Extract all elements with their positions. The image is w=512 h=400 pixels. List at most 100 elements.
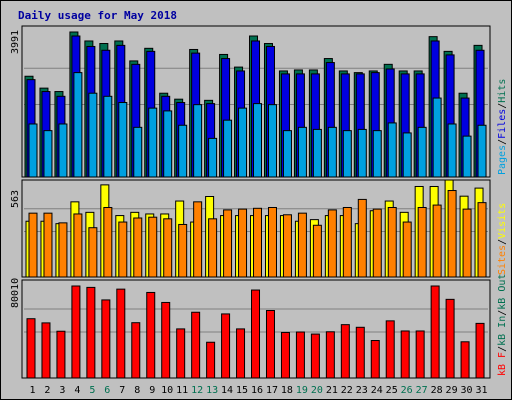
bar-kbytes [221, 313, 231, 379]
bar-kbytes [161, 301, 171, 379]
bar-sites [387, 206, 397, 278]
legend-separator: / [497, 310, 508, 316]
bar-pages [477, 124, 487, 178]
panel-legend: kB F/kB In/kB Out [497, 274, 508, 376]
bar-sites [163, 218, 173, 278]
x-tick-label: 6 [104, 385, 110, 396]
x-tick-label: 27 [416, 385, 428, 396]
x-tick-label: 3 [59, 385, 65, 396]
x-tick-label: 13 [206, 385, 218, 396]
bar-pages [267, 104, 277, 178]
panel-legend: Sites/Visits [497, 203, 508, 275]
bar-sites [342, 206, 352, 278]
x-tick-label: 19 [296, 385, 308, 396]
x-tick-label: 17 [266, 385, 278, 396]
x-tick-label: 5 [89, 385, 95, 396]
bar-pages [208, 137, 218, 178]
bar-sites [103, 206, 113, 278]
legend-entry: Sites [497, 245, 508, 275]
bar-kbytes [355, 326, 365, 379]
bar-kbytes [101, 299, 111, 379]
panel-visits_sites: 563 Sites/Visits [10, 179, 508, 278]
bar-sites [178, 223, 188, 278]
bar-pages [447, 123, 457, 178]
bar-pages [432, 97, 442, 178]
x-tick-label: 30 [461, 385, 473, 396]
bar-sites [133, 217, 143, 278]
bar-pages [372, 130, 382, 178]
x-tick-label: 1 [29, 385, 35, 396]
x-tick-label: 14 [221, 385, 233, 396]
bar-kbytes [206, 341, 216, 379]
bar-kbytes [86, 286, 96, 379]
panel-hits_files_pages: 3991 Pages/Files/Hits [10, 25, 508, 178]
x-tick-label: 31 [475, 385, 487, 396]
bar-sites [223, 209, 233, 278]
legend-entry: Visits [497, 203, 508, 239]
x-axis: 1 2 3 4 5 6 7 8 9 10 11 12 13 14 15 16 17 18 19 20 21 22 23 24 2… [29, 385, 487, 396]
bar-sites [282, 214, 292, 278]
x-tick-label: 10 [161, 385, 173, 396]
bar-sites [267, 206, 277, 278]
panel-legend: Pages/Files/Hits [497, 79, 508, 175]
bar-sites [58, 222, 68, 278]
x-tick-label: 11 [176, 385, 188, 396]
bar-sites [297, 212, 307, 278]
bar-kbytes [295, 331, 305, 379]
legend-entry: kB Out [497, 274, 508, 310]
bar-kbytes [310, 333, 320, 379]
x-tick-label: 25 [386, 385, 398, 396]
legend-entry: Hits [497, 79, 508, 103]
bar-pages [417, 126, 427, 178]
x-tick-label: 28 [431, 385, 443, 396]
bar-kbytes [400, 330, 410, 379]
bar-pages [118, 102, 128, 178]
bar-sites [372, 208, 382, 278]
bar-kbytes [41, 322, 51, 379]
x-tick-label: 16 [251, 385, 263, 396]
x-tick-label: 4 [74, 385, 80, 396]
bar-sites [432, 204, 442, 278]
legend-entry: Pages [497, 145, 508, 175]
bar-kbytes [265, 310, 275, 379]
bar-kbytes [430, 285, 440, 379]
legend-entry: kB F [497, 352, 508, 376]
bar-sites [327, 209, 337, 278]
bar-pages [223, 119, 233, 178]
panel-max-label: 3991 [10, 30, 21, 54]
x-tick-label: 22 [341, 385, 353, 396]
bar-pages [103, 95, 113, 178]
x-tick-label: 18 [281, 385, 293, 396]
bar-pages [357, 128, 367, 178]
bar-kbytes [370, 340, 380, 379]
bar-pages [28, 123, 38, 178]
bar-sites [447, 190, 457, 278]
bar-pages [327, 126, 337, 178]
bar-pages [163, 110, 173, 178]
x-tick-label: 24 [371, 385, 383, 396]
bar-pages [58, 123, 68, 178]
bar-kbytes [236, 328, 246, 379]
bar-sites [193, 201, 203, 278]
chart-panels: 3991Pages/Files/Hits563Sites/Visits80010… [10, 25, 508, 379]
bar-sites [238, 208, 248, 278]
bar-kbytes [176, 328, 186, 379]
bar-pages [73, 72, 83, 178]
bar-kbytes [445, 298, 455, 379]
legend-separator: / [497, 239, 508, 245]
bar-kbytes [146, 291, 156, 379]
bar-kbytes [131, 322, 141, 379]
bar-sites [477, 202, 487, 278]
bar-kbytes [71, 285, 81, 379]
panel-max-label: 80010 [10, 278, 21, 308]
bar-sites [148, 216, 158, 278]
panel-max-label: 563 [10, 190, 21, 208]
x-tick-label: 21 [326, 385, 338, 396]
bar-kbytes [415, 330, 425, 379]
bar-pages [88, 92, 98, 178]
bar-pages [193, 104, 203, 178]
bar-sites [402, 221, 412, 278]
bar-pages [387, 122, 397, 178]
x-tick-label: 15 [236, 385, 248, 396]
